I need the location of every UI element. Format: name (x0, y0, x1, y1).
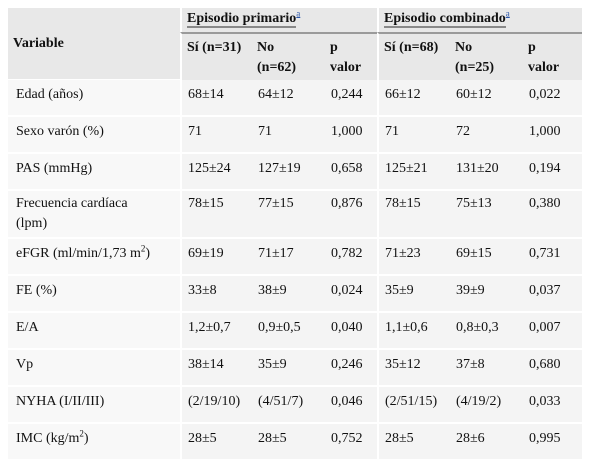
cell-no2: 60±12 (450, 80, 523, 117)
row-label: Edad (años) (8, 80, 180, 117)
table-row: FE (%) 33±8 38±9 0,024 35±9 39±9 0,037 (8, 276, 582, 313)
table-row: Sexo varón (%) 71 71 1,000 71 72 1,000 (8, 117, 582, 154)
cell-no2: (4/19/2) (450, 387, 523, 424)
group-label: Episodio primario (187, 11, 297, 28)
cell-p1: 0,024 (325, 276, 377, 313)
cell-no1: 35±9 (252, 350, 325, 387)
row-label: FE (%) (8, 276, 180, 313)
cell-si1: (2/19/10) (180, 387, 252, 424)
cell-si2: 78±15 (377, 191, 450, 239)
cell-no1: 71±17 (252, 239, 325, 276)
cell-no1: 77±15 (252, 191, 325, 239)
col-header-p-1: p valor (325, 32, 377, 80)
cell-si1: 1,2±0,7 (180, 313, 252, 350)
cell-si1: 71 (180, 117, 252, 154)
cell-p1: 0,876 (325, 191, 377, 239)
data-table: Variable Episodio primarioa Episodio com… (8, 8, 582, 461)
cell-p2: 0,995 (523, 424, 582, 461)
cell-p2: 0,731 (523, 239, 582, 276)
table-row: Edad (años) 68±14 64±12 0,244 66±12 60±12 0,02… (8, 80, 582, 117)
cell-p1: 0,658 (325, 154, 377, 191)
cell-no2: 131±20 (450, 154, 523, 191)
cell-p2: 0,022 (523, 80, 582, 117)
cell-no2: 39±9 (450, 276, 523, 313)
group-header-combinado: Episodio combinadoa (377, 8, 582, 32)
table-row: Frecuencia cardíaca (lpm) 78±15 77±15 0,876 7… (8, 191, 582, 239)
cell-si2: 125±21 (377, 154, 450, 191)
cell-p1: 0,752 (325, 424, 377, 461)
cell-no2: 75±13 (450, 191, 523, 239)
cell-no2: 0,8±0,3 (450, 313, 523, 350)
cell-si1: 125±24 (180, 154, 252, 191)
row-label: Sexo varón (%) (8, 117, 180, 154)
row-label: Frecuencia cardíaca (lpm) (8, 191, 180, 239)
cell-no1: 28±5 (252, 424, 325, 461)
row-label: NYHA (I/II/III) (8, 387, 180, 424)
cell-si2: 1,1±0,6 (377, 313, 450, 350)
cell-p1: 0,040 (325, 313, 377, 350)
cell-p1: 0,244 (325, 80, 377, 117)
cell-si2: 35±9 (377, 276, 450, 313)
cell-p1: 1,000 (325, 117, 377, 154)
cell-si1: 78±15 (180, 191, 252, 239)
cell-no1: 64±12 (252, 80, 325, 117)
col-header-no-1: No (n=62) (252, 32, 325, 80)
row-label: IMC (kg/m2) (8, 424, 180, 461)
table-row: eFGR (ml/min/1,73 m2) 69±19 71±17 0,782 71±2… (8, 239, 582, 276)
col-header-si-1: Sí (n=31) (180, 32, 252, 80)
footnote-link[interactable]: a (296, 8, 301, 19)
cell-si1: 33±8 (180, 276, 252, 313)
cell-p2: 0,033 (523, 387, 582, 424)
table-row: PAS (mmHg) 125±24 127±19 0,658 125±21 131±20 0… (8, 154, 582, 191)
cell-no1: 38±9 (252, 276, 325, 313)
variable-header: Variable (8, 8, 180, 80)
cell-si1: 38±14 (180, 350, 252, 387)
cell-p2: 0,037 (523, 276, 582, 313)
cell-si2: (2/51/15) (377, 387, 450, 424)
cell-p2: 0,194 (523, 154, 582, 191)
col-header-si-2: Sí (n=68) (377, 32, 450, 80)
cell-p1: 0,782 (325, 239, 377, 276)
row-label: eFGR (ml/min/1,73 m2) (8, 239, 180, 276)
group-header-primario: Episodio primarioa (180, 8, 377, 32)
cell-p1: 0,246 (325, 350, 377, 387)
cell-p2: 0,380 (523, 191, 582, 239)
group-label: Episodio combinado (384, 11, 506, 28)
row-label: Vp (8, 350, 180, 387)
cell-no2: 72 (450, 117, 523, 154)
row-label: E/A (8, 313, 180, 350)
cell-si2: 71 (377, 117, 450, 154)
cell-no2: 28±6 (450, 424, 523, 461)
cell-si2: 28±5 (377, 424, 450, 461)
cell-no1: (4/51/7) (252, 387, 325, 424)
col-header-no-2: No (n=25) (450, 32, 523, 80)
cell-no1: 127±19 (252, 154, 325, 191)
footnote-link[interactable]: a (505, 8, 510, 19)
table-row: Vp 38±14 35±9 0,246 35±12 37±8 0,680 (8, 350, 582, 387)
cell-si1: 69±19 (180, 239, 252, 276)
cell-p1: 0,046 (325, 387, 377, 424)
cell-no1: 71 (252, 117, 325, 154)
cell-no2: 37±8 (450, 350, 523, 387)
row-label: PAS (mmHg) (8, 154, 180, 191)
cell-p2: 1,000 (523, 117, 582, 154)
cell-no2: 69±15 (450, 239, 523, 276)
table-row: E/A 1,2±0,7 0,9±0,5 0,040 1,1±0,6 0,8±0,3 0,00… (8, 313, 582, 350)
cell-p2: 0,680 (523, 350, 582, 387)
cell-si2: 71±23 (377, 239, 450, 276)
table-row: NYHA (I/II/III) (2/19/10) (4/51/7) 0,046 (2/… (8, 387, 582, 424)
cell-si1: 68±14 (180, 80, 252, 117)
cell-p2: 0,007 (523, 313, 582, 350)
table-row: IMC (kg/m2) 28±5 28±5 0,752 28±5 28±6 0,995 (8, 424, 582, 461)
cell-si1: 28±5 (180, 424, 252, 461)
col-header-p-2: p valor (523, 32, 582, 80)
cell-si2: 66±12 (377, 80, 450, 117)
cell-si2: 35±12 (377, 350, 450, 387)
cell-no1: 0,9±0,5 (252, 313, 325, 350)
